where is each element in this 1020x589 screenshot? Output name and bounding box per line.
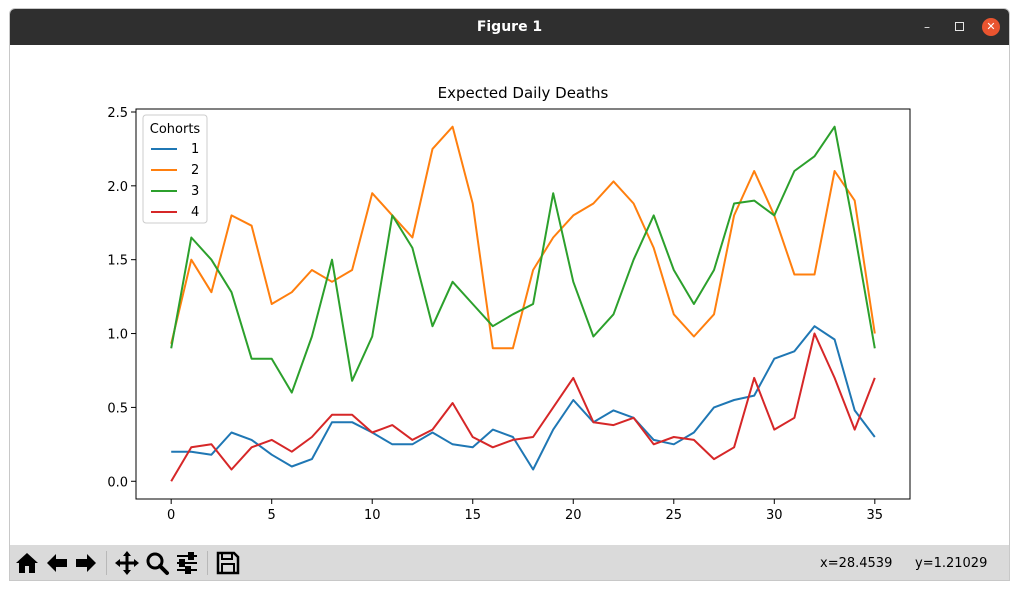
x-tick-label: 15 — [464, 508, 481, 523]
axes-frame — [135, 108, 911, 500]
forward-arrow-icon — [76, 554, 96, 572]
maximize-button[interactable] — [950, 18, 968, 36]
series-line-1 — [171, 325, 876, 471]
series-line-3 — [170, 125, 876, 394]
maximize-icon — [954, 22, 964, 31]
legend-label-2: 2 — [191, 163, 199, 178]
window-title: Figure 1 — [476, 19, 543, 35]
chart-title: Expected Daily Deaths — [438, 84, 609, 102]
line-chart: Expected Daily Deaths 0 5 10 15 20 25 30 350.00… — [107, 84, 911, 523]
save-icon — [216, 551, 240, 575]
configure-subplots-icon — [177, 552, 197, 574]
legend-label-3: 3 — [191, 184, 199, 199]
x-tick-label: 30 — [766, 508, 783, 523]
pan-icon — [115, 551, 139, 575]
toolbar-separator — [207, 551, 208, 575]
y-tick-label: 1.0 — [107, 328, 128, 343]
axes: 0 5 10 15 20 25 30 35 0.0 0.5 1.0 1.5 2.0 2.5 — [107, 106, 911, 523]
plot-canvas[interactable]: Expected Daily Deaths 0 5 10 15 20 25 30 35 0.0 0… — [10, 45, 1009, 545]
toolbar-separator — [106, 551, 107, 575]
minimize-button[interactable]: – — [924, 20, 930, 34]
legend-title: Cohorts — [150, 122, 201, 137]
y-tick-label: 0.5 — [107, 401, 128, 416]
navigation-toolbar: x=28.4539 y=1.21029 — [10, 545, 1009, 580]
pan-button[interactable] — [114, 550, 140, 576]
y-tick-label: 2.0 — [107, 180, 128, 195]
legend: Cohorts 1 2 3 4 — [142, 114, 208, 224]
figure-window: Figure 1 – ✕ Expected Daily Deaths 0 5 10 1… — [9, 8, 1010, 581]
home-button[interactable] — [14, 550, 40, 576]
y-tick-label: 2.5 — [107, 106, 128, 121]
series-lines — [170, 125, 876, 482]
zoom-icon — [146, 552, 169, 575]
x-tick-label: 0 — [167, 508, 175, 523]
y-coordinate-readout: y=1.21029 — [915, 556, 988, 571]
home-icon — [16, 553, 38, 573]
series-line-4 — [170, 332, 876, 482]
configure-subplots-button[interactable] — [174, 550, 200, 576]
x-tick-label: 5 — [268, 508, 276, 523]
y-tick-label: 0.0 — [107, 475, 128, 490]
save-button[interactable] — [215, 550, 241, 576]
x-tick-label: 25 — [666, 508, 683, 523]
x-tick-label: 35 — [867, 508, 884, 523]
y-tick-label: 1.5 — [107, 254, 128, 269]
x-coordinate-readout: x=28.4539 — [820, 556, 893, 571]
series-line-2 — [170, 125, 876, 350]
x-tick-label: 10 — [364, 508, 381, 523]
back-arrow-icon — [47, 554, 67, 572]
x-tick-label: 20 — [565, 508, 582, 523]
legend-label-4: 4 — [191, 205, 199, 220]
close-button[interactable]: ✕ — [982, 18, 1000, 36]
back-button[interactable] — [44, 550, 70, 576]
zoom-button[interactable] — [144, 550, 170, 576]
legend-label-1: 1 — [191, 142, 199, 157]
title-bar[interactable]: Figure 1 – ✕ — [10, 9, 1009, 45]
forward-button[interactable] — [73, 550, 99, 576]
